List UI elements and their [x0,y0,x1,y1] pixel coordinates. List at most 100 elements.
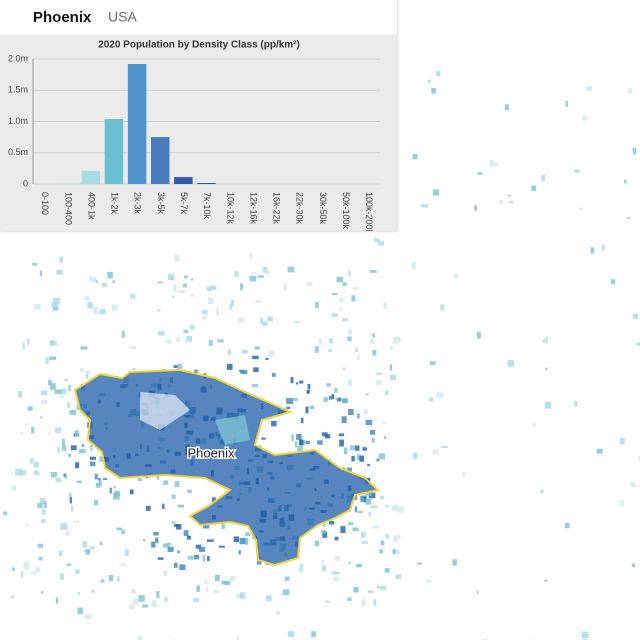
density-cell [271,420,277,427]
density-cell [353,587,359,593]
density-cell [581,631,589,639]
density-cell [100,579,105,583]
x-tick-label: 100-400 [63,192,73,225]
density-cell [91,589,95,593]
density-cell [131,588,136,594]
density-cell [70,445,77,451]
density-cell [333,576,340,581]
density-cell [376,458,380,462]
density-cell [84,549,90,552]
density-cell [217,339,224,343]
density-cell [109,574,114,582]
density-cell [42,509,46,515]
density-cell [30,458,34,464]
density-cell [45,357,49,364]
density-cell [93,307,98,314]
density-cell [544,401,552,409]
density-cell [267,316,273,322]
density-cell [266,270,270,276]
x-tick-label: 10k-12k [225,192,235,225]
density-cell [183,329,189,333]
density-cell [245,538,249,545]
density-cell [59,256,64,263]
density-cell [586,86,593,91]
density-cell [632,313,638,319]
density-cell [171,494,176,499]
density-cell [411,261,416,269]
density-cell [363,409,369,415]
density-cell [540,489,544,494]
density-cell [151,600,157,608]
density-cell [305,440,310,445]
density-cell [262,321,268,327]
density-cell [436,71,441,77]
density-cell [173,562,178,568]
density-cell [117,576,120,582]
density-cell [413,452,418,460]
density-cell [52,305,59,311]
density-cell [89,461,96,467]
density-cell [157,557,164,560]
density-cell [132,367,136,371]
density-cell [286,398,293,404]
density-cell [68,454,71,457]
city-name: Phoenix [33,9,92,26]
density-cell [348,270,351,276]
density-cell [347,329,352,335]
x-tick-label: 3k-5k [156,192,166,215]
density-cell [610,279,616,285]
density-cell [52,301,58,308]
density-cell [329,338,334,344]
density-cell [432,449,439,455]
density-cell [322,523,326,527]
density-cell [477,172,483,176]
density-cell [315,346,319,353]
density-cell [95,482,101,488]
density-cell [185,339,190,343]
density-cell [296,433,302,440]
density-cell [99,541,103,545]
density-cell [216,312,219,316]
density-cell [627,216,630,219]
density-cell [130,294,136,299]
density-cell [574,400,578,407]
density-cell [265,358,269,361]
density-cell [85,371,90,374]
density-cell [630,482,636,488]
bar [197,183,216,184]
density-cell [74,430,80,437]
density-cell [321,530,326,534]
density-cell [357,413,360,419]
density-cell [365,392,369,396]
density-cell [347,597,352,601]
density-cell [183,283,188,288]
density-cell [142,604,148,608]
density-cell [287,631,295,638]
density-cell [23,562,30,570]
density-cell [311,631,317,638]
density-cell [432,189,439,196]
density-cell [348,561,351,565]
density-cell [307,281,313,286]
place-label: Phoenix [188,445,235,460]
density-cell [174,481,180,488]
density-cell [138,595,145,602]
density-cell [282,589,290,596]
density-cell [163,480,169,485]
density-cell [321,559,325,564]
density-cell [65,531,70,536]
density-cell [27,406,33,411]
density-cell [325,434,331,439]
density-cell [453,273,459,279]
density-cell [206,286,212,292]
density-cell [178,290,186,293]
density-cell [335,397,339,401]
density-cell [293,321,301,324]
density-cell [98,480,102,486]
density-cell [187,555,194,560]
density-cell [262,266,268,273]
density-cell [276,610,280,615]
density-cell [33,461,39,468]
density-cell [508,201,514,204]
density-cell [177,550,180,554]
